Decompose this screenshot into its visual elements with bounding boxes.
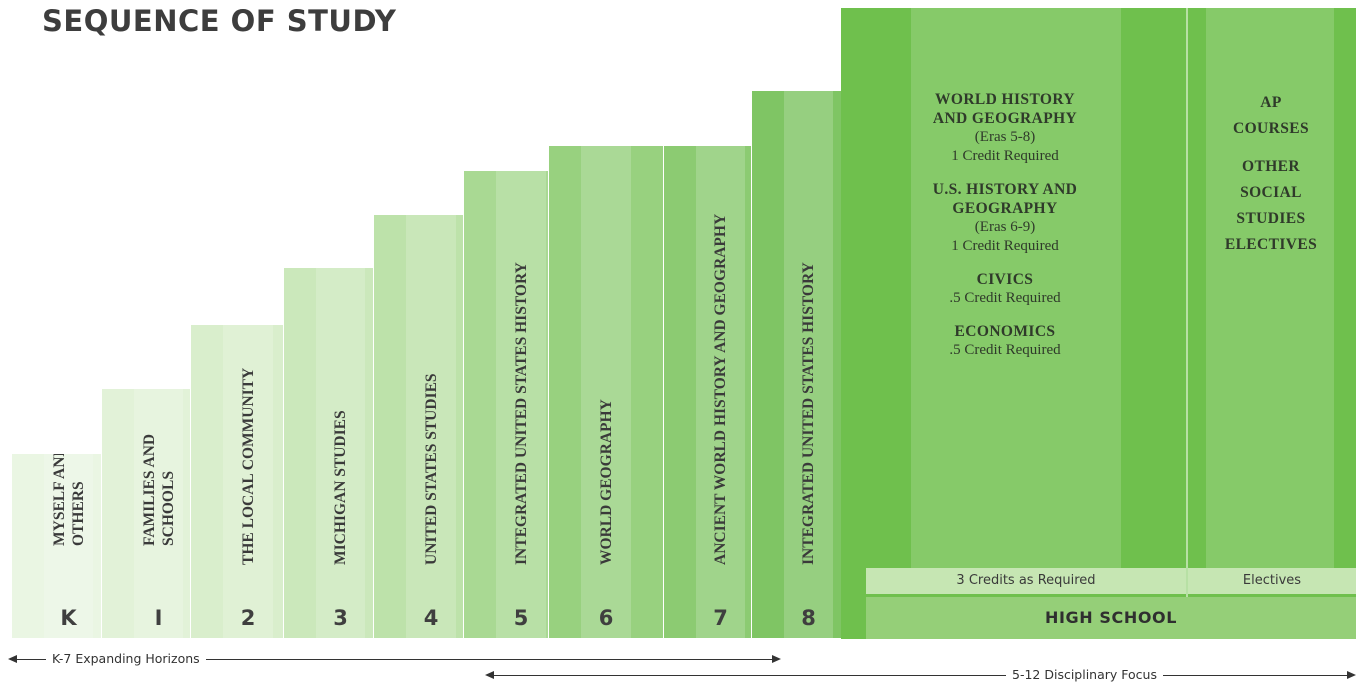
high-school-block [841, 8, 1356, 639]
electives-line: OTHER [1242, 158, 1300, 175]
disciplinary-focus-label: 5-12 Disciplinary Focus [1006, 667, 1163, 682]
electives-line [1196, 142, 1346, 154]
high-school-electives: AP COURSES OTHER SOCIAL STUDIES ELECTIVES [1196, 90, 1346, 258]
course-detail: 1 Credit Required [951, 148, 1059, 164]
course-heading: CIVICS [976, 271, 1034, 288]
page-title: SEQUENCE OF STUDY [42, 4, 397, 38]
electives-line: STUDIES [1236, 210, 1306, 227]
electives-strip: Electives [1188, 568, 1356, 594]
arrow-right-icon [772, 655, 781, 663]
grade-column-6: WORLD GEOGRAPHY 6 [548, 145, 664, 639]
grade-number: 4 [423, 606, 439, 630]
course-heading: GEOGRAPHY [952, 200, 1058, 217]
electives-line: ELECTIVES [1224, 236, 1318, 253]
grade-number: K [60, 606, 77, 630]
high-school-required-courses: WORLD HISTORY AND GEOGRAPHY (Eras 5-8) 1 Cr… [880, 90, 1130, 360]
grade-number: 3 [333, 606, 348, 630]
grade-course-label: THE LOCAL COMMUNITY [239, 367, 257, 565]
course-detail: (Eras 5-8) [974, 129, 1036, 145]
course-detail: .5 Credit Required [949, 290, 1061, 306]
grade-number: 5 [513, 606, 529, 630]
grade-number: 7 [713, 606, 728, 630]
expanding-horizons-arrow [14, 659, 776, 660]
grade-course-label: ANCIENT WORLD HISTORY AND GEOGRAPHY [712, 213, 729, 565]
grade-number: 2 [240, 606, 256, 630]
grade-number: 6 [598, 606, 614, 630]
course-detail: .5 Credit Required [949, 342, 1061, 358]
electives-line: AP [1260, 94, 1282, 111]
course-heading: AND GEOGRAPHY [932, 110, 1078, 127]
grade-course-label: INTEGRATED UNITED STATES HISTORY [512, 262, 530, 565]
grade-course-label: UNITED STATES STUDIES [422, 373, 440, 565]
required-credits-strip: 3 Credits as Required [866, 568, 1186, 594]
grade-course-label: FAMILIES AND SCHOOLS [140, 433, 177, 546]
high-school-label: HIGH SCHOOL [866, 597, 1356, 639]
high-school-divider [1186, 8, 1188, 639]
grade-number: I [154, 606, 163, 630]
course-heading: WORLD HISTORY [934, 91, 1076, 108]
arrow-left-icon [485, 671, 494, 679]
disciplinary-focus-arrow [492, 675, 1350, 676]
grade-course-label: MICHIGAN STUDIES [332, 410, 349, 565]
course-heading: U.S. HISTORY AND [932, 181, 1078, 198]
grade-number: 8 [801, 606, 816, 630]
course-detail: (Eras 6-9) [974, 219, 1036, 235]
grade-course-label: MYSELF AND OTHERS [50, 453, 87, 546]
expanding-horizons-label: K-7 Expanding Horizons [46, 651, 206, 666]
arrow-left-icon [8, 655, 17, 663]
course-detail: 1 Credit Required [951, 238, 1059, 254]
electives-line: COURSES [1232, 120, 1310, 137]
grade-course-label: WORLD GEOGRAPHY [597, 399, 615, 565]
arrow-right-icon [1347, 671, 1356, 679]
electives-line: SOCIAL [1240, 184, 1302, 201]
grade-course-label: INTEGRATED UNITED STATES HISTORY [800, 262, 817, 565]
course-heading: ECONOMICS [954, 323, 1056, 340]
